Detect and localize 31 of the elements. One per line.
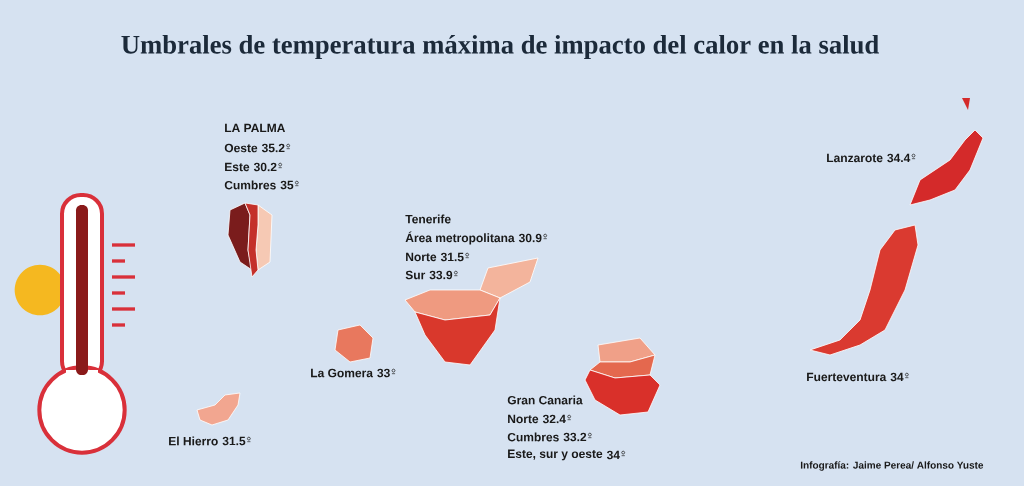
- data-label: 30.9: [518, 233, 542, 243]
- category-label: El Hierro: [169, 436, 218, 446]
- text: Umbrales de temperatura máxima de impacto del calor en la salud: [121, 34, 879, 60]
- data-label: 33.9: [429, 270, 453, 280]
- text: Gran Canaria: [507, 395, 583, 405]
- category-label: Oeste: [224, 143, 258, 153]
- data-label: 32.4: [542, 414, 566, 424]
- category-label: Sur: [405, 270, 426, 280]
- category-label: Fuerteventura: [807, 372, 887, 382]
- category-label: Cumbres: [507, 432, 559, 442]
- category-label: Cumbres: [224, 180, 276, 190]
- data-label: 31.5: [222, 436, 246, 446]
- data-label: 30.2: [253, 162, 277, 172]
- category-label: Este, sur y oeste: [508, 449, 603, 461]
- text: LA PALMA: [225, 123, 286, 133]
- category-label: Área metropolitana: [405, 231, 515, 245]
- category-label: Este: [225, 162, 250, 172]
- data-label: 34: [890, 372, 904, 382]
- data-label: 35.2: [261, 143, 285, 153]
- category-label: Norte: [508, 414, 539, 424]
- data-label: 33.2: [563, 432, 587, 442]
- data-label: 35: [280, 180, 294, 190]
- category-label: Norte: [406, 252, 437, 262]
- data-label: 34: [606, 450, 620, 460]
- data-label: 31.5: [440, 252, 464, 262]
- data-label: 33: [377, 368, 390, 378]
- data-label: 34.4: [887, 153, 911, 163]
- text: Tenerife: [405, 214, 451, 224]
- text: Infografía: Jaime Perea/ Alfonso Yuste: [800, 461, 984, 471]
- category-label: Lanzarote: [827, 153, 883, 163]
- category-label: La Gomera: [311, 368, 374, 378]
